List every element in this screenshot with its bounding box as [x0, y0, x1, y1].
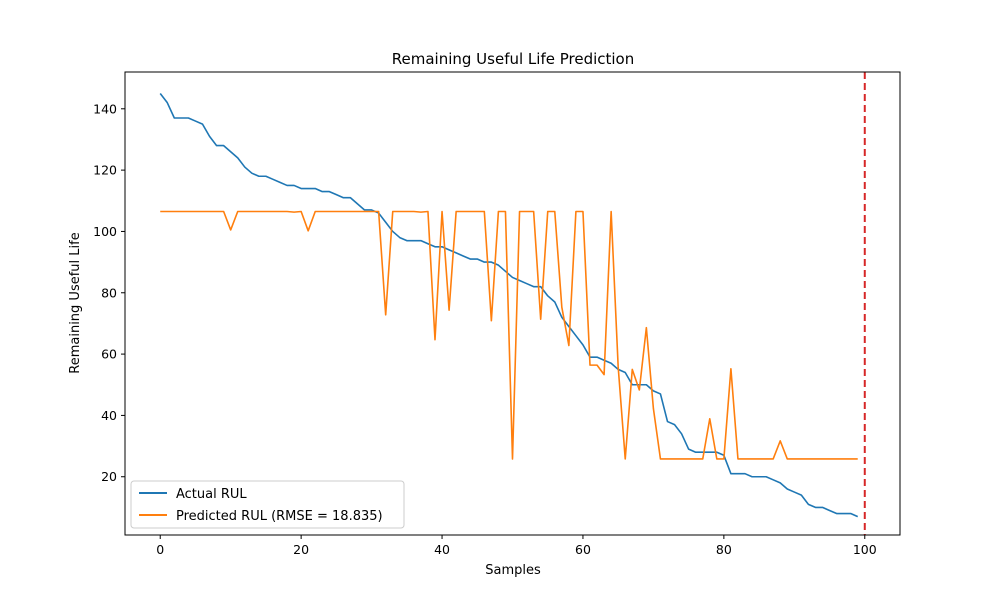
series-line-actual	[159, 92, 859, 518]
x-axis-ticks: 0 20 40 60 80 100	[156, 535, 877, 557]
x-tick-label: 100	[853, 542, 877, 557]
y-tick-label: 80	[101, 285, 117, 300]
y-axis-label: Remaining Useful Life	[68, 232, 83, 373]
series-layer	[159, 92, 859, 518]
x-axis-label: Samples	[485, 563, 541, 578]
x-tick-label: 60	[575, 542, 591, 557]
y-tick-label: 20	[101, 469, 117, 484]
chart-title: Remaining Useful Life Prediction	[392, 50, 634, 68]
y-tick-label: 60	[101, 347, 117, 362]
y-axis-ticks: 20 40 60 80 100 120 140	[93, 101, 125, 484]
y-tick-label: 120	[93, 163, 117, 178]
y-tick-label: 100	[93, 224, 117, 239]
plot-border	[124, 71, 901, 536]
x-tick-label: 40	[434, 542, 450, 557]
legend-label-predicted: Predicted RUL (RMSE = 18.835)	[176, 509, 383, 524]
series-line-predicted	[160, 210, 858, 460]
legend: Actual RUL Predicted RUL (RMSE = 18.835)	[130, 480, 405, 529]
legend-box	[130, 480, 405, 529]
x-tick-label: 20	[293, 542, 309, 557]
y-tick-label: 40	[101, 408, 117, 423]
plot-area: 0 20 40 60 80 100 20 40 60 80 100 120 140	[93, 71, 901, 557]
legend-label-actual: Actual RUL	[176, 487, 247, 502]
y-tick-label: 140	[93, 101, 117, 116]
x-tick-label: 0	[156, 542, 164, 557]
x-tick-label: 80	[716, 542, 732, 557]
plot-frame	[125, 72, 900, 535]
